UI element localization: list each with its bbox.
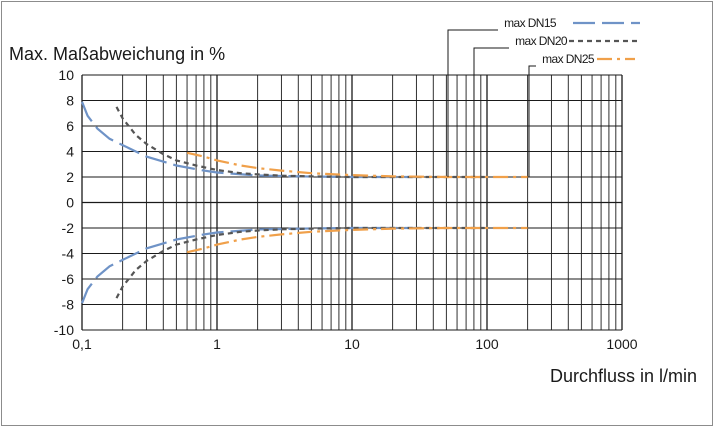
legend-leader-line [473, 47, 509, 177]
x-tick-label: 100 [475, 336, 499, 352]
x-tick-label: 1000 [606, 336, 637, 352]
series-line-lower [80, 226, 417, 304]
x-tick-label: 1 [213, 336, 221, 352]
series-line-upper [80, 101, 417, 179]
legend-leader-line [528, 65, 536, 177]
y-tick-label: 0 [66, 195, 74, 211]
y-tick-label: -8 [62, 297, 75, 313]
legend-label: max DN25 [542, 52, 595, 66]
y-tick-label: -10 [54, 322, 74, 338]
x-axis-label: Durchfluss in l/min [550, 366, 697, 386]
y-tick-label: -4 [62, 246, 75, 262]
legend-label: max DN15 [504, 16, 557, 30]
x-tick-label: 0,1 [72, 336, 92, 352]
y-tick-label: 2 [66, 169, 74, 185]
legend-label: max DN20 [515, 34, 568, 48]
y-axis-label: Max. Maßabweichung in % [9, 44, 225, 64]
x-tick-label: 10 [344, 336, 360, 352]
legend-leader-line [447, 29, 498, 177]
curves [80, 101, 528, 304]
y-tick-label: 4 [66, 144, 74, 160]
y-tick-label: 10 [58, 67, 74, 83]
legend: max DN15 max DN20 max DN25 [447, 16, 640, 177]
y-tick-label: 6 [66, 118, 74, 134]
y-tick-label: -2 [62, 220, 75, 236]
tick-labels: 10 8 6 4 2 0 -2 -4 -6 -8 -100,1 1 10 100 1000 [54, 67, 638, 352]
series-line-upper [186, 151, 528, 179]
y-tick-label: 8 [66, 93, 74, 109]
y-tick-label: -6 [62, 271, 75, 287]
series-line-lower [115, 226, 487, 299]
grid [81, 74, 623, 331]
series-line-lower [186, 226, 528, 254]
series-line-upper [115, 106, 487, 179]
